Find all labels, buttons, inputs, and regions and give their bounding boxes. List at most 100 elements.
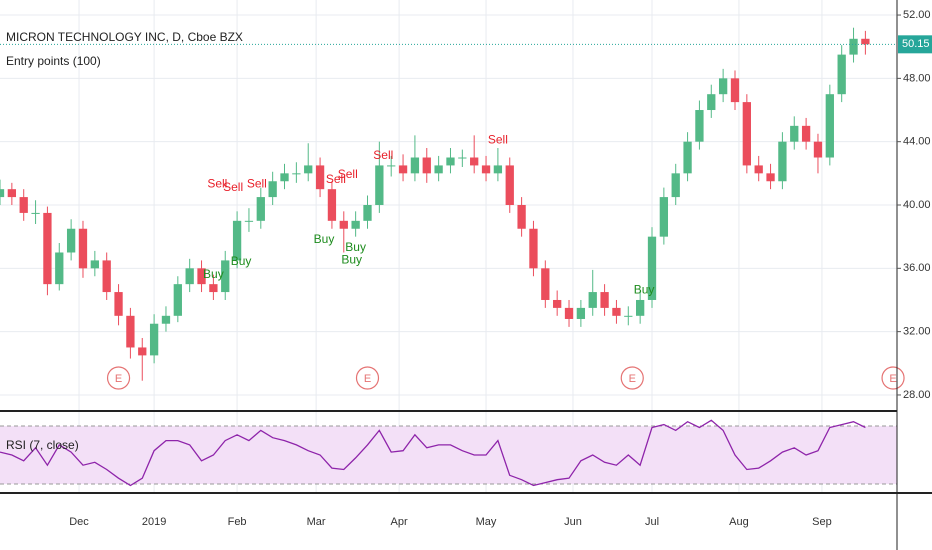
candle-body	[766, 173, 775, 182]
candle-body	[55, 252, 64, 285]
candle-body	[256, 197, 265, 221]
candle-body	[434, 165, 443, 174]
chart-title: MICRON TECHNOLOGY INC, D, Cboe BZX	[6, 30, 243, 44]
candle-body	[209, 284, 218, 293]
candle-body	[671, 173, 680, 198]
x-tick-label: Apr	[391, 516, 408, 528]
signal-label: Sell	[247, 177, 267, 191]
candle-body	[659, 197, 669, 237]
candle-body	[647, 236, 657, 300]
candle-body	[446, 157, 455, 166]
candle-body	[801, 125, 811, 142]
earnings-label: E	[889, 373, 896, 385]
earnings-label: E	[115, 373, 122, 385]
signal-label: Sell	[338, 167, 358, 181]
candle-body	[754, 165, 763, 174]
candle-body	[138, 347, 147, 356]
candle-body	[280, 173, 289, 182]
candle-body	[564, 307, 574, 319]
candle-body	[529, 228, 538, 269]
candle-body	[600, 292, 609, 308]
candle-body	[742, 102, 751, 166]
x-tick-label: Feb	[228, 516, 247, 528]
candle-body	[268, 181, 277, 198]
rsi-line	[0, 419, 866, 487]
x-tick-label: Mar	[307, 516, 326, 528]
candle-body	[695, 110, 704, 142]
signal-label: Sell	[326, 172, 346, 186]
y-tick-label: 52.00	[903, 9, 931, 21]
candle-body	[790, 125, 799, 142]
signal-label: Sell	[373, 148, 393, 162]
candle-body	[707, 94, 716, 111]
candle-body	[31, 212, 40, 214]
x-tick-label: Dec	[69, 516, 89, 528]
candle-body	[481, 165, 491, 174]
signal-label: Buy	[314, 232, 335, 246]
candle-body	[861, 38, 870, 45]
candle-body	[837, 54, 846, 95]
earnings-label: E	[364, 373, 371, 385]
signal-label: Buy	[341, 253, 362, 267]
candle-body	[114, 292, 123, 316]
candle-body	[126, 315, 135, 348]
x-tick-label: Aug	[729, 516, 749, 528]
x-tick-label: Sep	[812, 516, 832, 528]
candle-body	[327, 189, 337, 221]
earnings-marker	[881, 366, 905, 390]
candle-body	[232, 220, 242, 261]
candle-body	[398, 165, 408, 174]
candle-body	[683, 141, 692, 174]
candle-body	[161, 315, 171, 324]
indicator-label: Entry points (100)	[6, 54, 101, 68]
candle-body	[825, 94, 834, 158]
x-tick-label: May	[476, 516, 497, 528]
signal-label: Sell	[223, 180, 243, 194]
candle-body	[0, 189, 5, 198]
y-tick-label: 32.00	[903, 326, 931, 338]
candle-body	[612, 307, 621, 316]
candle-body	[90, 260, 99, 269]
last-price-label: 50.15	[902, 38, 930, 50]
earnings-marker	[106, 366, 131, 390]
candle-body	[149, 323, 159, 356]
y-tick-label: 40.00	[903, 199, 931, 211]
candle-body	[387, 165, 396, 167]
candle-body	[493, 165, 503, 174]
x-tick-label: Jul	[645, 516, 659, 528]
candle-body	[197, 268, 206, 285]
signal-label: Buy	[203, 267, 224, 281]
candle-body	[173, 284, 182, 316]
candle-body	[221, 260, 230, 293]
signal-label: Sell	[207, 177, 227, 191]
candle-body	[102, 260, 111, 293]
rsi-label: RSI (7, close)	[6, 438, 79, 452]
y-tick-label: 48.00	[903, 72, 931, 84]
candle-body	[304, 165, 313, 174]
candle-body	[7, 189, 17, 198]
candle-body	[730, 78, 740, 103]
last-price-box	[898, 35, 932, 54]
signal-label: Buy	[231, 254, 252, 268]
candle-body	[422, 157, 431, 174]
candle-body	[363, 205, 372, 221]
candle-body	[351, 220, 360, 229]
x-tick-label: 2019	[142, 516, 166, 528]
candle-body	[553, 299, 562, 308]
candle-body	[292, 173, 301, 175]
candle-body	[624, 315, 633, 317]
candle-body	[813, 141, 823, 158]
candle-body	[375, 165, 384, 205]
earnings-marker	[355, 366, 380, 390]
x-tick-label: Jun	[564, 516, 582, 528]
candle-body	[458, 157, 467, 159]
candle-body	[505, 165, 514, 205]
rsi-band	[0, 426, 897, 485]
candle-body	[315, 165, 325, 190]
candle-body	[636, 299, 645, 316]
candle-body	[588, 292, 597, 308]
candle-body	[19, 197, 28, 213]
candle-body	[244, 220, 254, 222]
